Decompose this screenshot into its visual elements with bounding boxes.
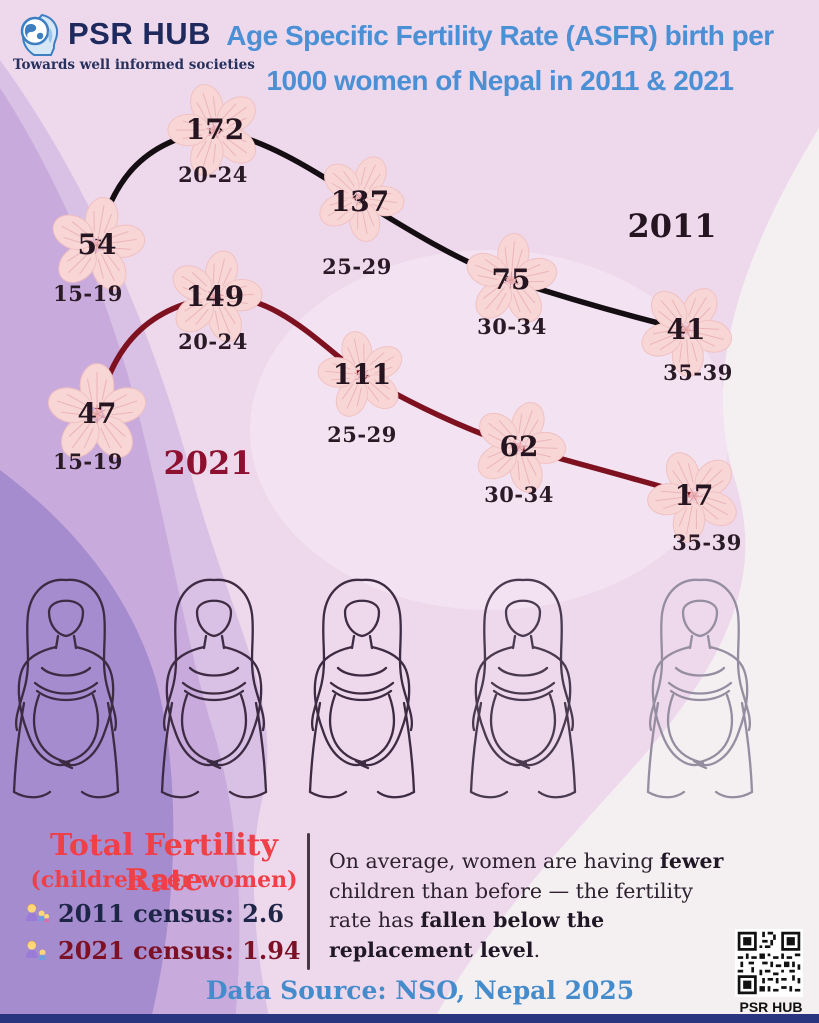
tfr-2021-row: 2021 census: 1.94 [24, 936, 301, 965]
data-source: Data Source: NSO, Nepal 2025 [205, 976, 635, 1005]
logo-tagline: Towards well informed societies [13, 57, 255, 73]
data-value-2021-20-24: 149 [185, 280, 245, 313]
family-mother-two-children-icon [26, 903, 50, 922]
data-value-2011-20-24: 172 [185, 113, 245, 146]
series-label-2011: 2011 [627, 207, 717, 245]
note-text: children than before — the fertility rat… [329, 878, 693, 933]
series-label-2021: 2021 [163, 444, 253, 482]
data-value-2011-30-34: 75 [491, 263, 531, 296]
psr-hub-logo-icon [20, 13, 59, 56]
logo: PSR HUB [14, 10, 211, 58]
tfr-2021-text: 2021 census: 1.94 [58, 936, 301, 965]
age-label-2021-30-34: 30-34 [484, 482, 554, 507]
data-value-2021-15-19: 47 [77, 397, 117, 430]
tfr-2011-row: 2011 census: 2.6 [24, 899, 284, 928]
page-title: Age Specific Fertility Rate (ASFR) birth… [196, 13, 804, 103]
tfr-2011-text: 2011 census: 2.6 [58, 899, 284, 928]
qr-label: PSR HUB [739, 999, 803, 1015]
qr-code [735, 929, 803, 997]
data-value-2011-35-39: 41 [666, 313, 706, 346]
tfr-subheading: (children per women) [30, 867, 298, 893]
data-value-2021-35-39: 17 [674, 479, 714, 512]
data-value-2011-25-29: 137 [330, 185, 390, 218]
note-text: . [533, 937, 541, 962]
age-label-2021-20-24: 20-24 [178, 329, 248, 354]
age-label-2011-35-39: 35-39 [663, 360, 733, 385]
note-text: On average, women are having [329, 849, 661, 873]
logo-name: PSR HUB [68, 16, 212, 51]
note-text-bold: fewer [660, 849, 724, 873]
data-value-2011-15-19: 54 [77, 228, 117, 261]
bottom-accent-bar [0, 1014, 819, 1023]
age-label-2011-25-29: 25-29 [322, 254, 392, 279]
age-label-2011-20-24: 20-24 [178, 162, 248, 187]
age-label-2021-35-39: 35-39 [672, 530, 742, 555]
qr-block: PSR HUB [735, 929, 807, 1015]
age-label-2021-15-19: 15-19 [53, 449, 123, 474]
family-mother-child-icon [26, 940, 46, 960]
data-value-2021-30-34: 62 [499, 430, 539, 463]
note-text-bold: fallen below the replacement level [329, 908, 605, 962]
footer-divider [307, 833, 310, 970]
page-title-line2: 1000 women of Nepal in 2011 & 2021 [266, 65, 734, 96]
tfr-heading: Total Fertility Rate [50, 828, 278, 898]
age-label-2011-30-34: 30-34 [477, 314, 547, 339]
page-title-line1: Age Specific Fertility Rate (ASFR) birth… [226, 20, 774, 51]
age-label-2021-25-29: 25-29 [327, 422, 397, 447]
summary-note: On average, women are having fewer child… [329, 847, 733, 965]
data-value-2021-25-29: 111 [332, 358, 392, 391]
age-label-2011-15-19: 15-19 [53, 281, 123, 306]
